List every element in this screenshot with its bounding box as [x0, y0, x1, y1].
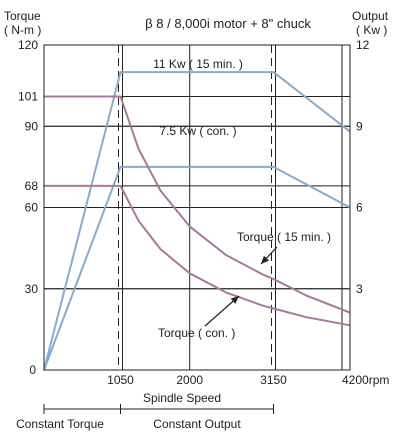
y-right-axis-unit: ( Kw )	[356, 23, 387, 37]
y-right-tick-label: 9	[356, 119, 363, 133]
y-right-axis-title: Output	[352, 9, 389, 23]
torque-15min-arrow-head	[261, 255, 270, 264]
series-line-1	[43, 165, 351, 371]
plot-frame	[43, 44, 351, 371]
chart-title: β 8 / 8,000i motor + 8" chuck	[145, 16, 311, 31]
x-axis-title: Spindle Speed	[143, 391, 221, 405]
region-label: Constant Output	[153, 417, 241, 431]
series-line-0	[43, 71, 351, 371]
x-tick-label: 0	[29, 363, 36, 377]
y-left-tick-label: 120	[18, 38, 38, 52]
series-line-3	[44, 184, 351, 327]
region-label: Constant Torque	[16, 417, 104, 431]
y-left-axis-title: Torque	[4, 9, 41, 23]
y-left-tick-label: 101	[18, 89, 38, 103]
x-tick-label: 4200rpm	[342, 373, 389, 387]
y-left-tick-label: 90	[25, 119, 39, 133]
series-annotation: 7.5 Kw ( con. )	[159, 124, 236, 138]
x-tick-label: 1050	[107, 373, 134, 387]
y-left-axis-unit: ( N-m )	[4, 23, 41, 37]
series-annotation: 11 Kw ( 15 min. )	[153, 57, 243, 71]
y-left-tick-label: 68	[25, 179, 39, 193]
series-line-2	[44, 95, 351, 314]
y-right-tick-label: 12	[356, 38, 370, 52]
y-left-tick-label: 30	[25, 282, 39, 296]
torque-con-arrow-head	[230, 296, 239, 304]
y-right-tick-label: 6	[356, 201, 363, 215]
series-annotation: Torque ( 15 min. )	[237, 230, 331, 244]
series-annotation: Torque ( con. )	[158, 326, 235, 340]
x-tick-label: 2000	[176, 373, 203, 387]
x-tick-label: 3150	[260, 373, 287, 387]
y-right-tick-label: 3	[356, 282, 363, 296]
y-left-tick-label: 60	[25, 201, 39, 215]
